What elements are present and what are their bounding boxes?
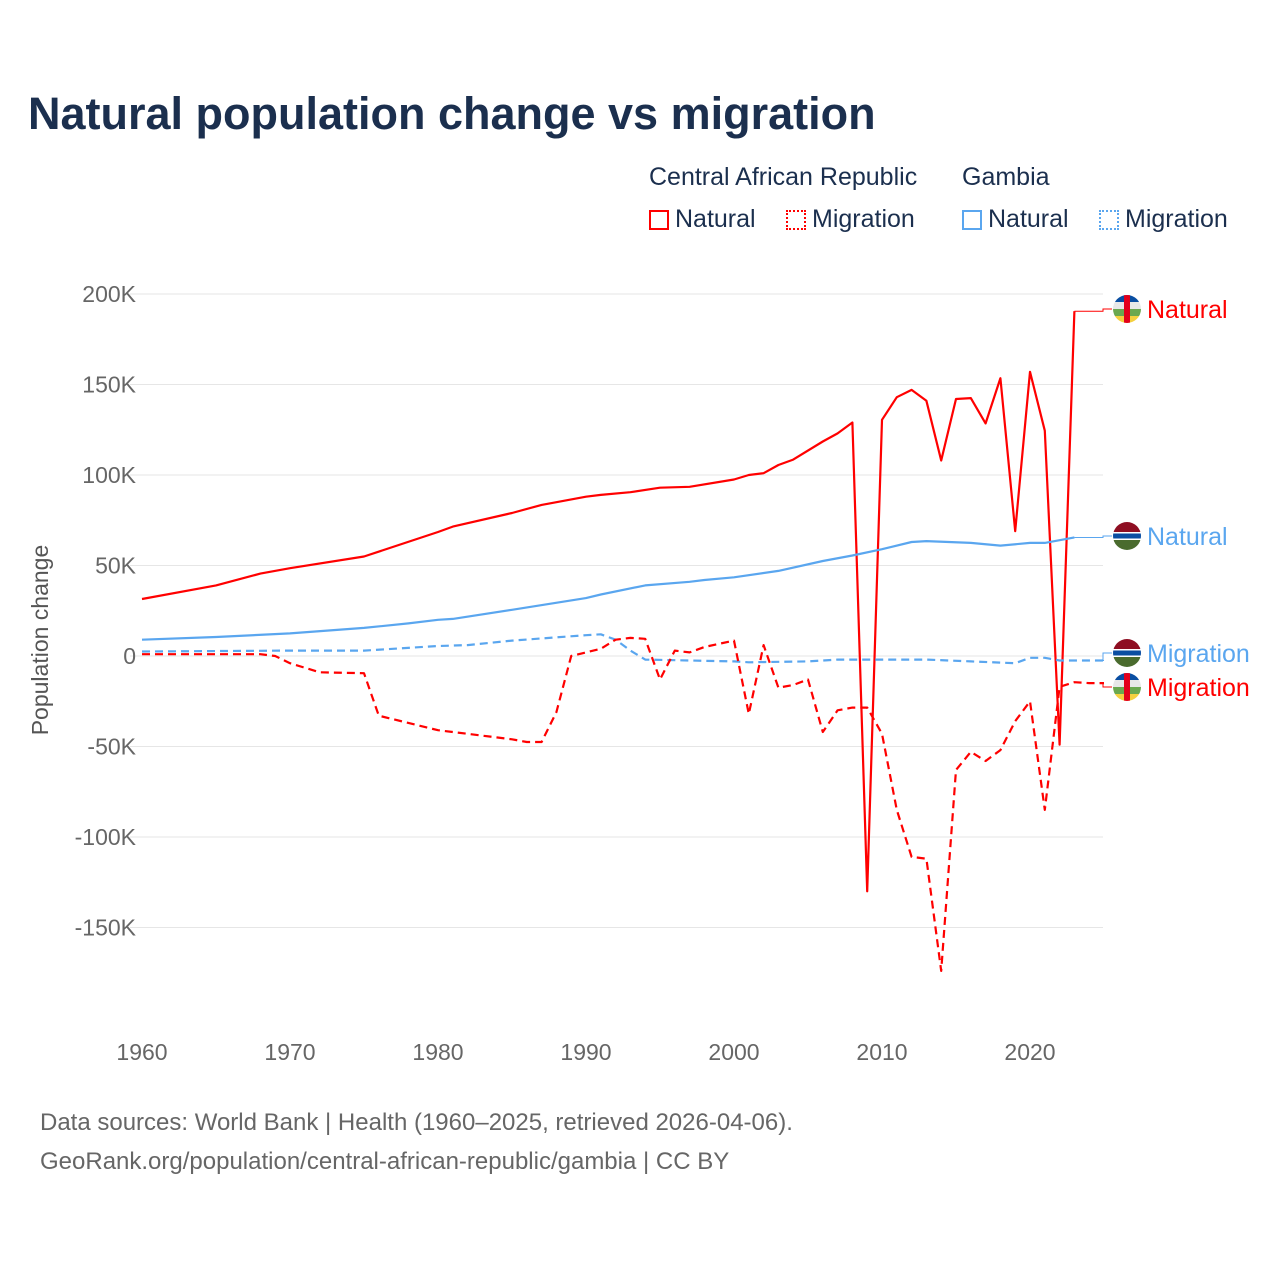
end-label-connector <box>1102 652 1112 662</box>
legend-gambia-migration[interactable]: Migration <box>1099 205 1228 234</box>
legend-swatch-solid-blue <box>962 209 982 230</box>
legend-group-car: Central African Republic <box>649 163 918 191</box>
y-axis-label: Population change <box>27 545 53 736</box>
chart-title: Natural population change vs migration <box>28 88 876 139</box>
end-label: Natural <box>1147 523 1228 551</box>
legend-label: Natural <box>675 205 756 233</box>
y-tick-label: 200K <box>82 281 136 307</box>
series-line-migration <box>141 633 1104 665</box>
y-tick-label: 100K <box>82 462 136 488</box>
x-tick-label: 1990 <box>560 1039 611 1065</box>
legend-car-migration[interactable]: Migration <box>786 205 915 234</box>
footer-url[interactable]: GeoRank.org/population/central-african-r… <box>40 1148 730 1175</box>
y-tick-label: 0 <box>123 643 136 669</box>
y-tick-label: 150K <box>82 372 136 398</box>
series-line-natural <box>141 311 1076 893</box>
footer-sources: Data sources: World Bank | Health (1960–… <box>40 1109 793 1136</box>
legend-swatch-dotted-red <box>786 209 806 230</box>
legend-swatch-dotted-blue <box>1099 209 1119 230</box>
y-tick-label: 50K <box>95 553 137 579</box>
y-tick-label: -150K <box>75 915 137 941</box>
legend-gambia-natural[interactable]: Natural <box>962 205 1069 234</box>
end-label-connector <box>1074 308 1112 312</box>
plot-area: Population change 200K 150K 100K 50K 0 -50K -1… <box>27 281 1250 1065</box>
x-tick-label: 1980 <box>412 1039 463 1065</box>
x-tick-label: 1970 <box>264 1039 315 1065</box>
car-flag-icon <box>1113 295 1141 323</box>
series-line-migration <box>142 636 1104 972</box>
y-tick-label: -50K <box>87 734 136 760</box>
y-tick-label: -100K <box>75 824 137 850</box>
legend-label: Natural <box>988 205 1069 233</box>
gambia-flag-icon <box>1113 639 1141 667</box>
legend-group-gambia: Gambia <box>962 163 1050 191</box>
series-line-natural <box>141 536 1075 641</box>
end-label: Migration <box>1147 640 1250 668</box>
x-tick-label: 2000 <box>708 1039 759 1065</box>
car-flag-icon <box>1113 673 1141 701</box>
end-label-connector <box>1102 682 1112 688</box>
end-label: Migration <box>1147 674 1250 702</box>
legend-car-natural[interactable]: Natural <box>649 205 756 234</box>
legend-label: Migration <box>1125 205 1228 233</box>
x-tick-label: 2010 <box>856 1039 907 1065</box>
gambia-flag-icon <box>1113 522 1141 550</box>
legend-label: Migration <box>812 205 915 233</box>
end-label-connector <box>1074 535 1112 538</box>
x-tick-label: 1960 <box>116 1039 167 1065</box>
end-label: Natural <box>1147 296 1228 324</box>
x-tick-label: 2020 <box>1004 1039 1055 1065</box>
legend-swatch-solid-red <box>649 209 669 230</box>
